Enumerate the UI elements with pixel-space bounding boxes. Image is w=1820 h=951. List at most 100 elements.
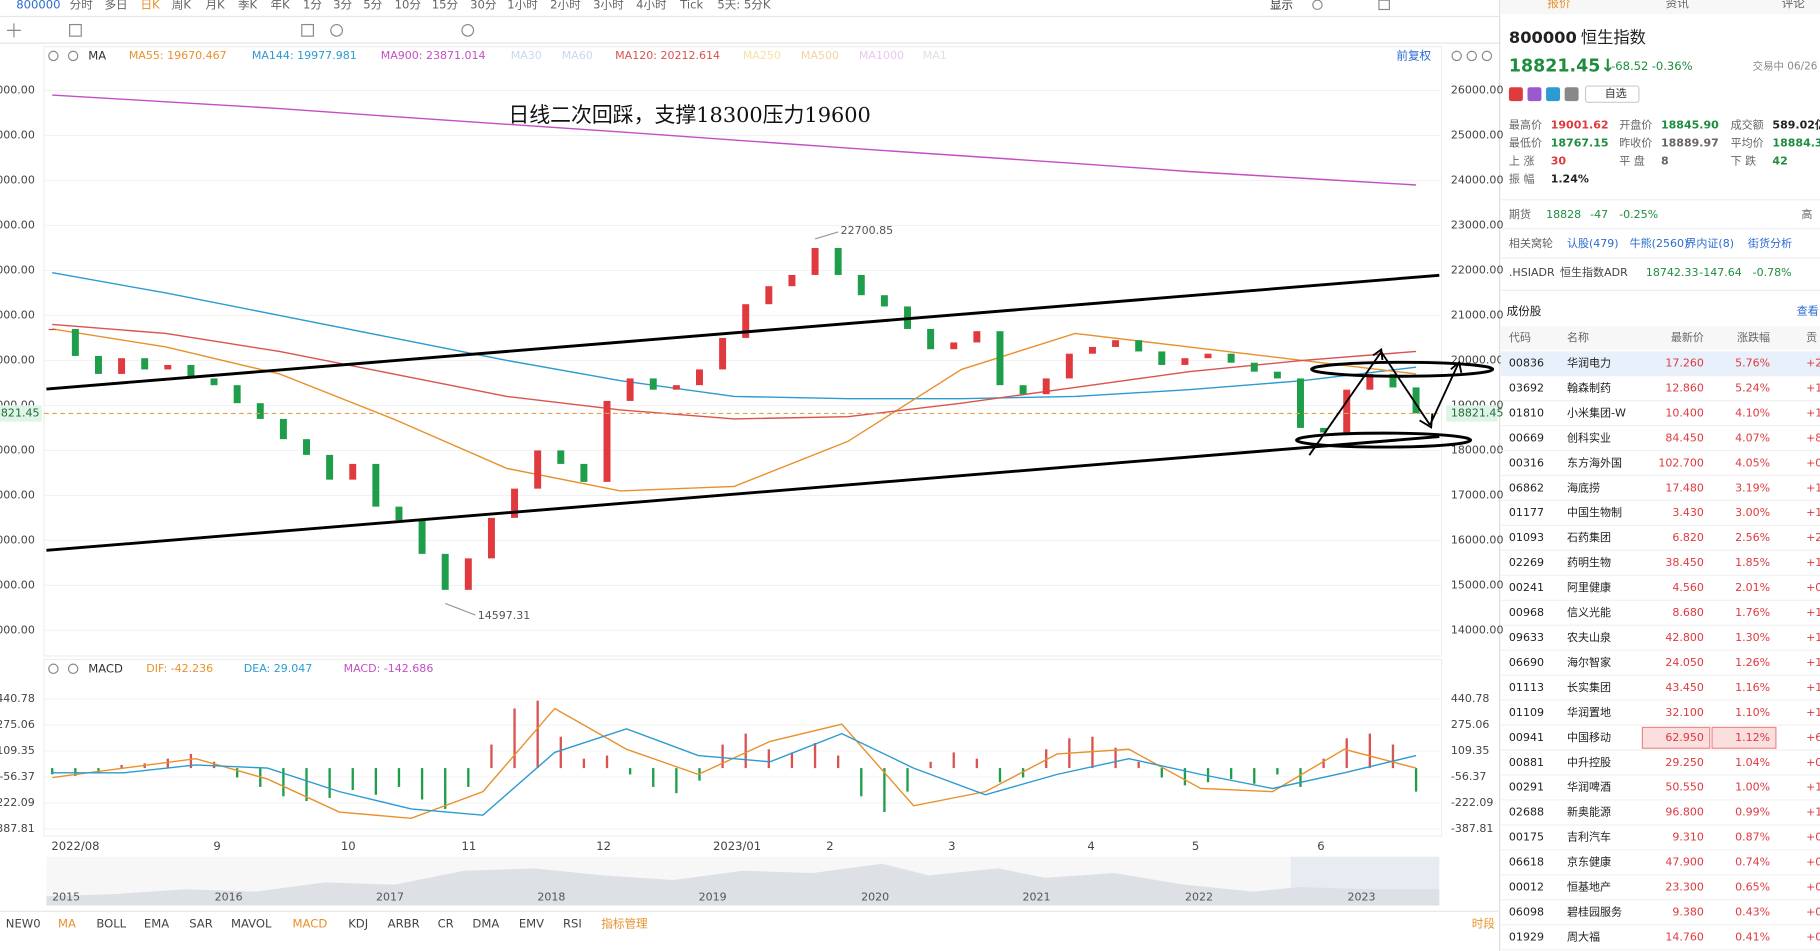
ma-legend-item[interactable]: MA144: 19977.981 <box>252 49 357 62</box>
period-tab[interactable]: 1分 <box>303 0 322 11</box>
warrant-link[interactable]: 街货分析 <box>1748 236 1792 250</box>
indicator-tab[interactable]: MA <box>58 917 76 931</box>
table-cell[interactable]: 华润置地 <box>1567 705 1611 719</box>
indicator-tab[interactable]: MACD <box>293 917 328 931</box>
table-cell[interactable]: 小米集团-W <box>1567 405 1626 419</box>
period-tab[interactable]: 4小时 <box>636 0 667 11</box>
rect-icon[interactable] <box>301 23 314 37</box>
indicator-tab[interactable]: BOLL <box>96 917 126 931</box>
period-tab[interactable]: 年K <box>270 0 290 11</box>
period-tab[interactable]: Tick <box>679 0 703 11</box>
ma-legend-item[interactable]: MA1 <box>923 49 947 62</box>
warrant-link[interactable]: 认股(479) <box>1567 237 1619 250</box>
table-cell[interactable]: 药明生物 <box>1567 555 1611 569</box>
reset-icon[interactable] <box>1481 50 1493 62</box>
indicator-tab[interactable]: RSI <box>563 917 582 931</box>
table-cell[interactable]: 海尔智家 <box>1567 655 1611 669</box>
indicator-tab[interactable]: EMA <box>144 917 169 931</box>
macd-legend-item[interactable]: MACD: -142.686 <box>344 662 434 675</box>
table-cell[interactable]: 京东健康 <box>1567 855 1611 869</box>
crosshair-icon[interactable] <box>6 23 21 38</box>
macd-settings-icon[interactable] <box>48 663 59 674</box>
table-cell[interactable]: 阿里健康 <box>1567 580 1611 594</box>
period-button[interactable]: 时段 <box>1472 917 1496 931</box>
side-tab[interactable]: 报价 <box>1547 0 1571 10</box>
ma-legend-item[interactable]: MA55: 19670.467 <box>129 49 227 62</box>
indicator-tab[interactable]: ARBR <box>388 917 420 931</box>
indicator-tab[interactable]: MAVOL <box>231 917 272 931</box>
table-cell[interactable]: 信义光能 <box>1567 605 1611 619</box>
watch-button[interactable] <box>1584 85 1640 103</box>
table-cell[interactable]: 周大福 <box>1567 929 1600 943</box>
indicator-tab[interactable]: DMA <box>472 917 499 931</box>
screenshot-icon[interactable] <box>1378 0 1390 11</box>
ma-legend-item[interactable]: MA900: 23871.014 <box>381 49 486 62</box>
table-cell[interactable]: 东方海外国 <box>1567 455 1622 469</box>
period-tab[interactable]: 日K <box>140 0 160 11</box>
period-tab[interactable]: 5天: 5分K <box>717 0 771 11</box>
macd-legend-item[interactable]: DEA: 29.047 <box>244 662 313 675</box>
table-cell[interactable]: 新奥能源 <box>1567 805 1611 819</box>
indicator-tab[interactable]: CR <box>438 917 454 931</box>
adjust-mode[interactable]: 前复权 <box>1396 48 1431 62</box>
period-tab[interactable]: 多日 <box>104 0 127 11</box>
period-tab[interactable]: 月K <box>205 0 225 11</box>
period-tab[interactable]: 5分 <box>363 0 382 11</box>
warrant-link[interactable]: 界内证(8) <box>1685 236 1734 250</box>
period-tab[interactable]: 季K <box>238 0 258 11</box>
table-cell[interactable]: 碧桂园服务 <box>1567 905 1622 919</box>
zoom-in-icon[interactable] <box>1451 50 1462 62</box>
side-tab[interactable]: 资讯 <box>1666 0 1690 10</box>
period-tab[interactable]: 3分 <box>333 0 352 11</box>
warrant-link[interactable]: 牛熊(2560) <box>1630 236 1689 250</box>
table-cell[interactable]: 华润啤酒 <box>1567 780 1611 794</box>
table-cell[interactable]: 创科实业 <box>1567 430 1611 444</box>
period-tab[interactable]: 周K <box>172 0 192 11</box>
table-cell[interactable]: 长实集团 <box>1567 680 1611 694</box>
table-cell: 06098 <box>1509 906 1544 919</box>
period-tab[interactable]: 30分 <box>470 0 497 11</box>
period-tab[interactable]: 3小时 <box>593 0 624 11</box>
ma-legend-item[interactable]: MA30 <box>511 49 542 62</box>
table-cell[interactable]: 石药集团 <box>1567 530 1611 544</box>
settings-icon[interactable] <box>461 23 475 37</box>
table-cell[interactable]: 农夫山泉 <box>1567 630 1611 644</box>
section-more[interactable]: 查看 <box>1797 303 1819 317</box>
display-menu[interactable]: 显示 <box>1270 0 1293 11</box>
macd-legend-item[interactable]: DIF: -42.236 <box>146 662 213 675</box>
period-tab[interactable]: 10分 <box>395 0 422 11</box>
ma-close-icon[interactable] <box>67 50 79 62</box>
table-cell[interactable]: 恒基地产 <box>1567 880 1611 894</box>
zoom-out-icon[interactable] <box>1466 50 1478 62</box>
table-cell[interactable]: 中国移动 <box>1567 731 1611 744</box>
table-cell[interactable]: 华润电力 <box>1567 355 1611 369</box>
ma-legend-item[interactable]: MA250 <box>743 49 781 62</box>
shape-icon[interactable] <box>69 23 82 37</box>
period-tab[interactable]: 分时 <box>70 0 94 11</box>
table-cell[interactable]: 中国生物制 <box>1567 505 1622 519</box>
table-cell[interactable]: 翰森制药 <box>1567 380 1611 394</box>
ma-legend-item[interactable]: MA60 <box>562 49 593 62</box>
period-tab[interactable]: 2小时 <box>550 0 581 11</box>
watch-label[interactable]: 自选 <box>1605 87 1627 100</box>
ma-settings-icon[interactable] <box>48 50 59 62</box>
indicator-tab[interactable]: SAR <box>189 917 213 931</box>
table-cell[interactable]: 吉利汽车 <box>1567 830 1611 844</box>
period-tab[interactable]: 1小时 <box>507 0 538 11</box>
settings-top-icon[interactable] <box>1312 0 1323 11</box>
indicator-tab[interactable]: 指标管理 <box>601 917 648 931</box>
circle-icon[interactable] <box>330 23 343 37</box>
side-tab[interactable]: 评论 <box>1782 0 1806 10</box>
macd-close-icon[interactable] <box>67 663 79 674</box>
table-cell[interactable]: 海底捞 <box>1567 480 1600 494</box>
table-cell[interactable]: 中升控股 <box>1567 755 1611 769</box>
symbol-tab[interactable]: 800000 <box>16 0 60 11</box>
indicator-tab[interactable]: EMV <box>519 917 544 931</box>
ma-legend-item[interactable]: MA120: 20212.614 <box>615 49 720 62</box>
indicator-tab[interactable]: KDJ <box>348 917 368 931</box>
ma-legend-item[interactable]: MA1000 <box>859 49 904 62</box>
period-tab[interactable]: 15分 <box>432 0 459 11</box>
row-highlight[interactable] <box>1500 351 1820 376</box>
indicator-tab[interactable]: NEW0 <box>6 917 41 931</box>
ma-legend-item[interactable]: MA500 <box>801 49 839 62</box>
